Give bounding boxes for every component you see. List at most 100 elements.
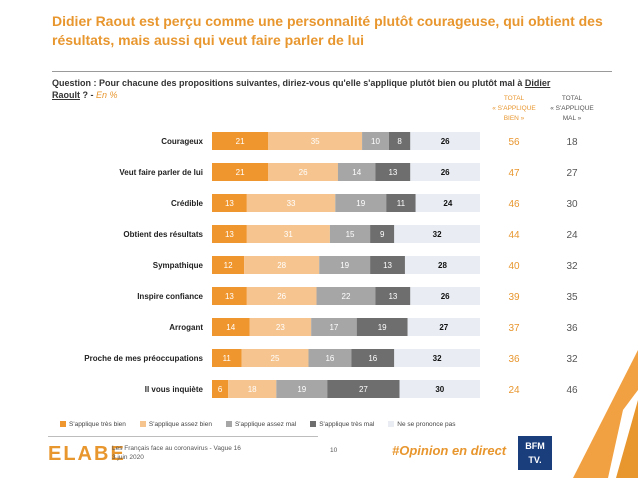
question-name-last: Raoult <box>52 90 80 100</box>
category-label: Arrogant <box>169 323 203 332</box>
legend-swatch <box>139 421 146 427</box>
header-total-mal: TOTAL « S'APPLIQUE MAL » <box>542 94 602 124</box>
question-text: Question : Pour chacune des propositions… <box>52 77 572 101</box>
decorative-triangle-icon <box>573 350 638 478</box>
bar-value-label: 28 <box>277 261 286 270</box>
bar-segment <box>351 349 395 367</box>
title-divider <box>52 71 612 72</box>
bar-value-label: 21 <box>236 168 245 177</box>
bar-segment <box>375 163 411 181</box>
bar-segment <box>316 287 376 305</box>
bar-segment <box>244 256 320 274</box>
bar-value-label: 32 <box>433 230 442 239</box>
bar-value-label: 31 <box>284 230 293 239</box>
bar-value-label: 17 <box>329 323 338 332</box>
bar-value-label: 26 <box>441 137 450 146</box>
legend-swatch <box>60 421 66 427</box>
legend-swatch <box>310 421 317 427</box>
header-bien-line1: TOTAL <box>503 95 525 102</box>
header-bien-line3: BIEN » <box>503 115 525 122</box>
legend-item: S'applique assez mal <box>225 420 297 428</box>
bfmtv-logo: BFM TV. <box>518 436 552 470</box>
bar-segment <box>386 194 416 212</box>
bfm-logo-line1: BFM <box>525 441 545 451</box>
total-mal-value: 46 <box>566 385 578 396</box>
bar-segment <box>212 194 247 212</box>
bar-value-label: 9 <box>380 230 385 239</box>
total-bien-value: 46 <box>508 199 520 210</box>
bar-segment <box>335 194 387 212</box>
bar-segment <box>410 132 480 150</box>
bar-segment <box>388 132 411 150</box>
question-prefix: Question : Pour chacune des propositions… <box>52 78 525 88</box>
bar-segment <box>276 380 328 398</box>
footer-source: Les Français face au coronavirus - Vague… <box>112 444 241 462</box>
category-label: Crédible <box>171 199 204 208</box>
bar-segment <box>268 163 338 181</box>
bar-segment <box>246 225 330 243</box>
bar-value-label: 26 <box>277 292 286 301</box>
category-label: Proche de mes préoccupations <box>84 354 203 363</box>
bar-segment <box>356 318 408 336</box>
total-bien-value: 47 <box>508 168 520 179</box>
bar-value-label: 35 <box>311 137 320 146</box>
category-label: Obtient des résultats <box>123 230 203 239</box>
total-bien-value: 39 <box>508 292 520 303</box>
bar-value-label: 8 <box>397 137 402 146</box>
bar-value-label: 27 <box>359 385 368 394</box>
bar-value-label: 13 <box>388 168 397 177</box>
bar-segment <box>212 380 229 398</box>
bar-value-label: 19 <box>297 385 306 394</box>
bar-value-label: 27 <box>439 323 448 332</box>
total-mal-value: 32 <box>566 354 578 365</box>
bar-segment <box>375 287 411 305</box>
bar-value-label: 25 <box>271 354 280 363</box>
bar-value-label: 18 <box>248 385 257 394</box>
total-bien-value: 36 <box>508 354 520 365</box>
bar-segment <box>212 132 269 150</box>
bar-value-label: 30 <box>435 385 444 394</box>
bar-segment <box>362 132 389 150</box>
bar-segment <box>410 287 480 305</box>
legend-swatch <box>225 421 232 427</box>
bar-segment <box>212 256 245 274</box>
total-mal-value: 27 <box>566 168 578 179</box>
header-mal-line2: « S'APPLIQUE <box>550 105 594 112</box>
bar-segment <box>407 318 480 336</box>
bar-value-label: 13 <box>225 199 234 208</box>
total-mal-value: 30 <box>566 199 578 210</box>
bar-segment <box>399 380 480 398</box>
hashtag: #Opinion en direct <box>392 443 507 458</box>
bar-value-label: 6 <box>218 385 223 394</box>
bar-value-label: 13 <box>225 230 234 239</box>
bar-value-label: 16 <box>368 354 377 363</box>
total-mal-value: 35 <box>566 292 578 303</box>
category-label: Veut faire parler de lui <box>119 168 203 177</box>
total-mal-value: 36 <box>566 323 578 334</box>
legend-item: S'applique assez bien <box>139 421 212 428</box>
footer-source-line2: 3 juin 2020 <box>112 454 144 461</box>
bar-segment <box>246 194 336 212</box>
bar-segment <box>370 225 395 243</box>
bar-segment <box>319 256 371 274</box>
bar-segment <box>246 287 317 305</box>
category-label: Courageux <box>161 137 203 146</box>
bar-value-label: 19 <box>356 199 365 208</box>
bar-value-label: 26 <box>441 292 450 301</box>
question-name-first: Didier <box>524 78 551 88</box>
question-suffix: ? - <box>80 90 96 100</box>
bar-value-label: 11 <box>397 199 406 208</box>
bar-segment <box>268 132 363 150</box>
total-mal-value: 32 <box>566 261 578 272</box>
question-unit: En % <box>96 90 118 100</box>
total-mal-value: 18 <box>566 137 578 148</box>
bar-segment <box>327 380 400 398</box>
bar-value-label: 26 <box>299 168 308 177</box>
bar-segment <box>212 349 242 367</box>
bar-segment <box>212 163 269 181</box>
total-bien-value: 24 <box>508 385 520 396</box>
bar-value-label: 11 <box>223 354 232 363</box>
bar-segment <box>308 349 352 367</box>
legend-label: S'applique assez mal <box>234 420 297 428</box>
bar-value-label: 26 <box>441 168 450 177</box>
